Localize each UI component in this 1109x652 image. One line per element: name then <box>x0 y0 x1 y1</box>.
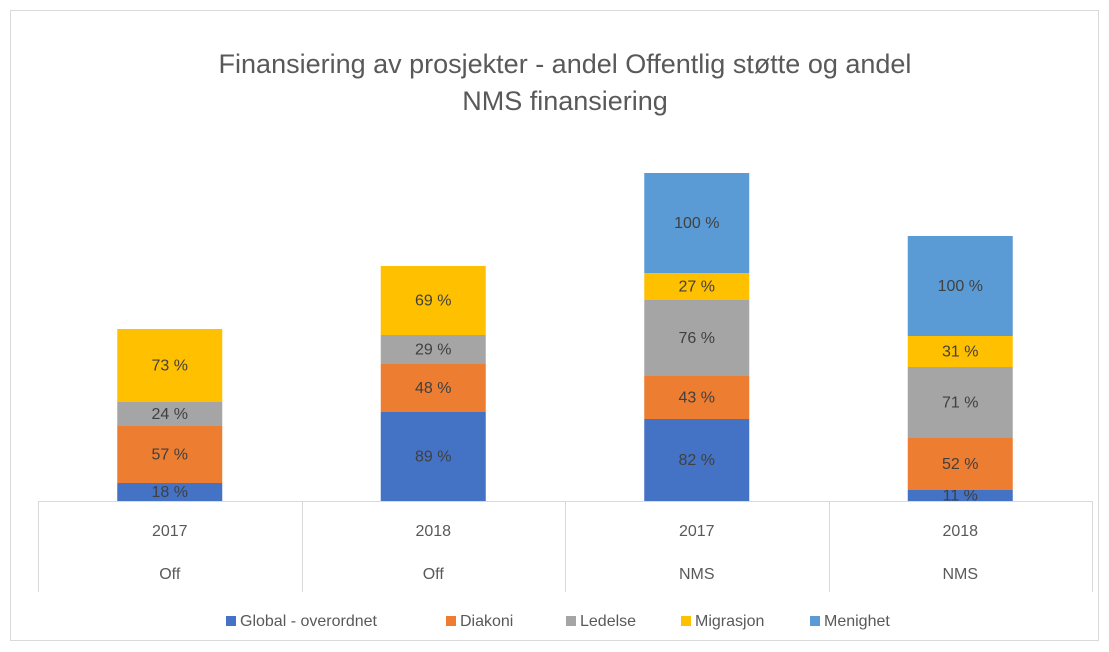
legend-label: Migrasjon <box>695 613 764 630</box>
x-group-label: NMS <box>942 566 978 583</box>
data-label: 71 % <box>942 395 978 412</box>
bar-segment <box>644 376 750 419</box>
legend-swatch <box>446 616 456 626</box>
legend-swatch <box>226 616 236 626</box>
bar-segment <box>117 483 223 501</box>
x-tick-label: 2018 <box>942 523 978 540</box>
bar-segment <box>117 402 223 426</box>
x-tick-label: 2017 <box>152 523 188 540</box>
data-label: 43 % <box>679 390 715 407</box>
legend-label: Global - overordnet <box>240 613 378 630</box>
bar-segment <box>907 236 1013 336</box>
data-label: 76 % <box>679 330 715 347</box>
data-label: 69 % <box>415 293 451 310</box>
chart-title: NMS finansiering <box>462 86 668 116</box>
data-label: 89 % <box>415 449 451 466</box>
bar-segment <box>644 173 750 273</box>
bar-segment <box>644 273 750 300</box>
legend-swatch <box>810 616 820 626</box>
data-label: 18 % <box>152 484 188 501</box>
legend-label: Ledelse <box>580 613 636 630</box>
data-label: 100 % <box>938 278 983 295</box>
bar-segment <box>644 419 750 501</box>
data-label: 57 % <box>152 447 188 464</box>
bar-segment <box>117 329 223 402</box>
legend-swatch <box>566 616 576 626</box>
data-label: 52 % <box>942 456 978 473</box>
bar-segment <box>644 300 750 376</box>
bar-segment <box>907 336 1013 367</box>
chart-title: Finansiering av prosjekter - andel Offen… <box>219 49 912 79</box>
data-label: 24 % <box>152 406 188 423</box>
x-tick-label: 2018 <box>415 523 451 540</box>
legend-swatch <box>681 616 691 626</box>
data-label: 73 % <box>152 358 188 375</box>
bar-segment <box>380 266 486 335</box>
bar-segment <box>907 367 1013 438</box>
data-label: 82 % <box>679 452 715 469</box>
legend-label: Diakoni <box>460 613 513 630</box>
bar-segment <box>117 426 223 483</box>
data-label: 27 % <box>679 279 715 296</box>
data-label: 29 % <box>415 342 451 359</box>
data-label: 31 % <box>942 344 978 361</box>
x-tick-label: 2017 <box>679 523 715 540</box>
bar-segment <box>380 412 486 501</box>
data-label: 48 % <box>415 380 451 397</box>
legend-label: Menighet <box>824 613 890 630</box>
bar-segment <box>907 490 1013 501</box>
x-group-label: Off <box>159 566 181 583</box>
x-group-label: Off <box>423 566 445 583</box>
bar-segment <box>380 335 486 364</box>
x-group-label: NMS <box>679 566 715 583</box>
data-label: 100 % <box>674 215 719 232</box>
data-label: 11 % <box>943 488 978 505</box>
bar-segment <box>907 438 1013 490</box>
bar-segment <box>380 364 486 412</box>
